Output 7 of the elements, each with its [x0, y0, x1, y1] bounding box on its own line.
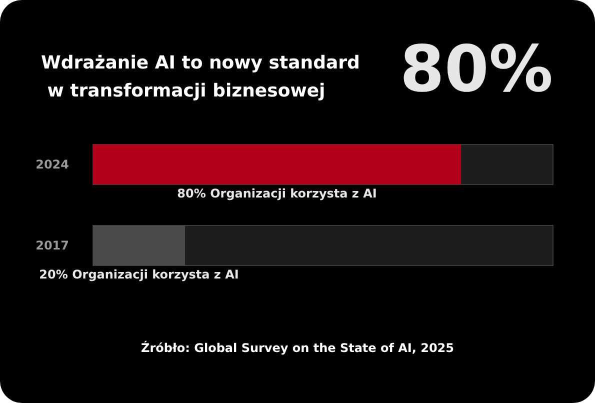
data-label: 20% Organizacji korzysta z AI [39, 268, 239, 282]
text: Źróbło: Global Survey on the State of AI, 2025 [141, 340, 454, 355]
y-tick-label: 2024 [36, 158, 69, 172]
y-tick-label: 2017 [36, 238, 69, 252]
data-label: 80% Organizacji korzysta z AI [177, 186, 377, 200]
text: 80% [400, 33, 553, 107]
chart-title: Wdrażanie AI to nowy standard w transformacji biznesowej [41, 52, 360, 102]
